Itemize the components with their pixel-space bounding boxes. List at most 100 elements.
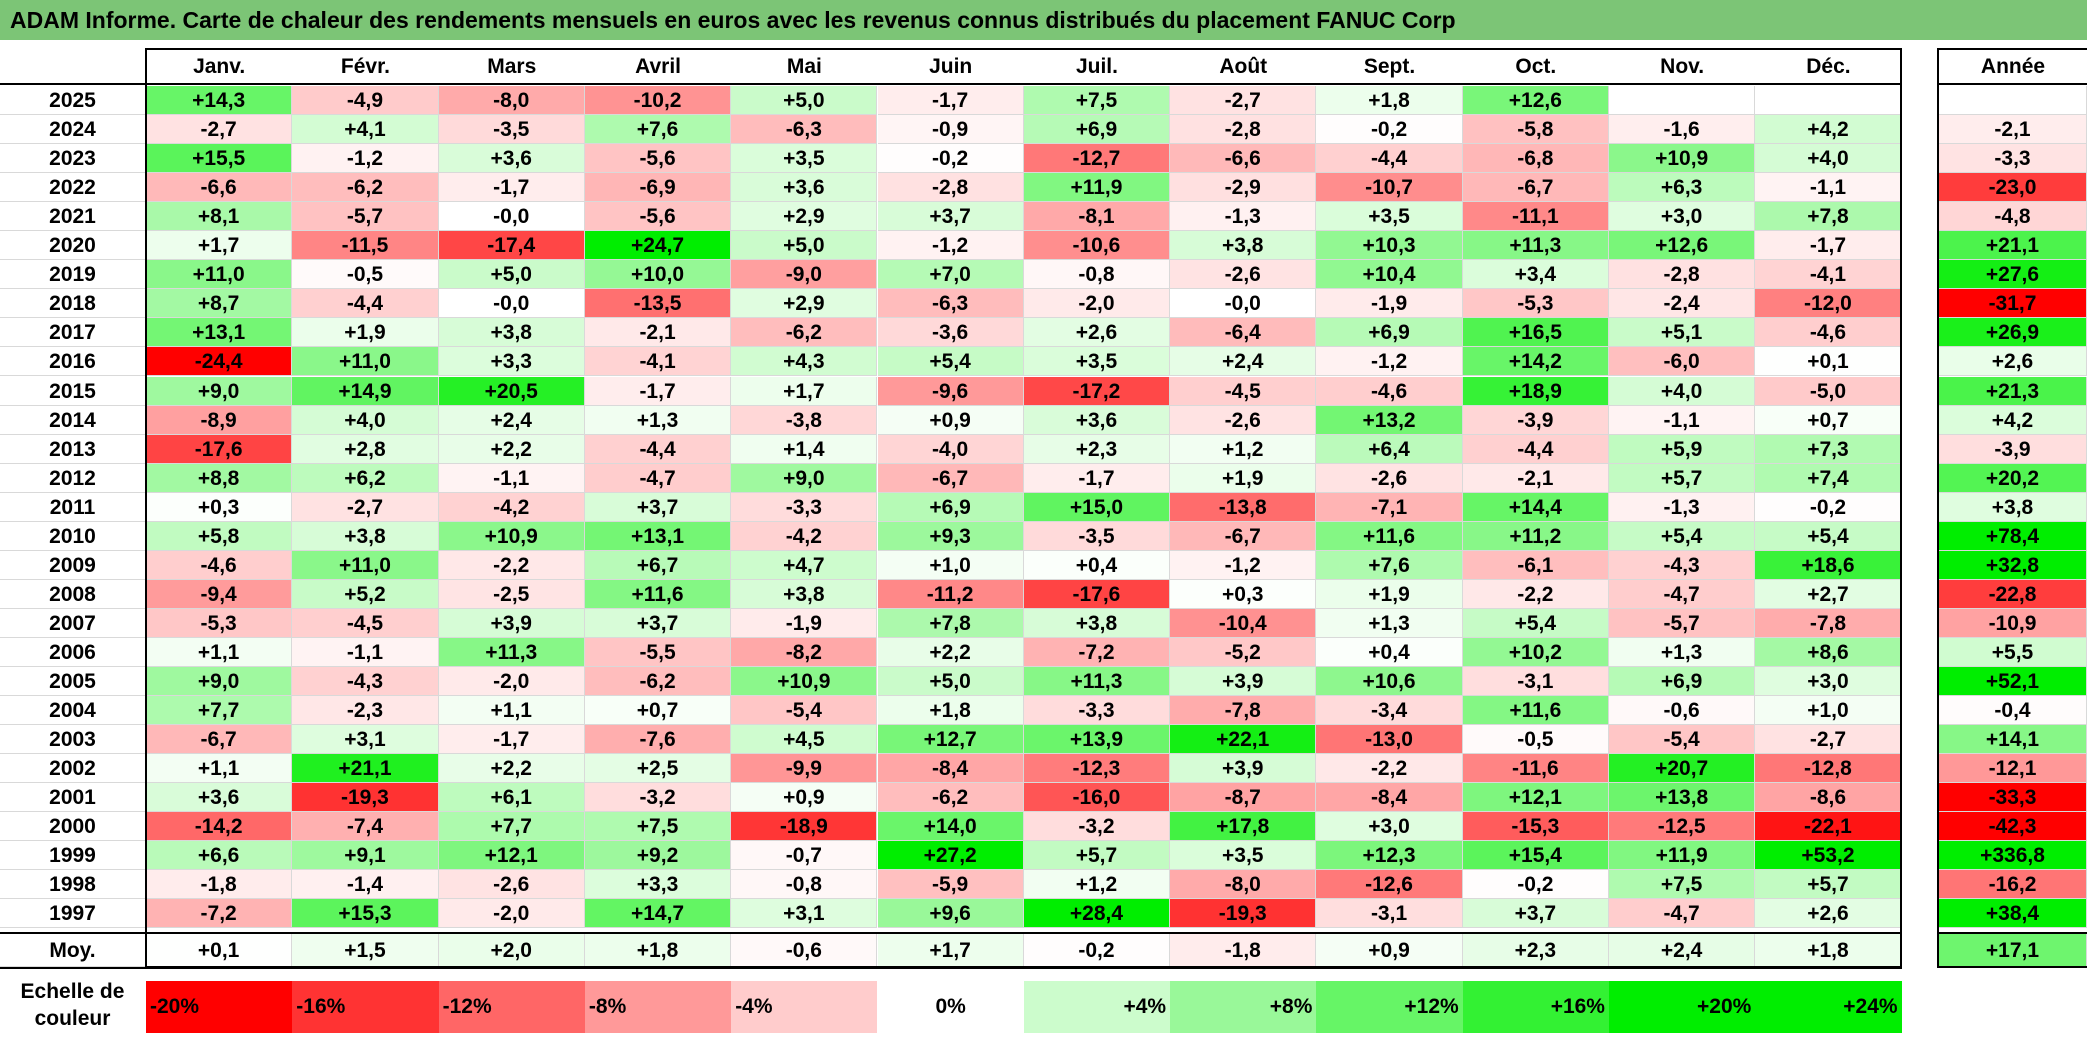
heatmap-cell: -4,7: [1609, 579, 1756, 609]
heatmap-cell: +3,6: [438, 144, 585, 174]
heatmap-cell: -12,0: [1755, 289, 1902, 319]
average-cell: +2,0: [438, 934, 585, 967]
year-label: 2003: [0, 725, 145, 755]
year-label: 2019: [0, 260, 145, 290]
heatmap-cell: -3,6: [877, 318, 1024, 348]
annual-cell: +52,1: [1939, 667, 2087, 697]
heatmap-cell: -1,2: [877, 231, 1024, 261]
heatmap-cell: +6,4: [1316, 434, 1463, 464]
heatmap-cell: +4,2: [1755, 115, 1902, 145]
month-header: Mai: [731, 50, 878, 84]
year-label: 2015: [0, 376, 145, 406]
heatmap-cell: -1,3: [1609, 492, 1756, 522]
year-label: 2018: [0, 289, 145, 319]
heatmap-cell: +6,9: [1609, 667, 1756, 697]
annual-cell: +14,1: [1939, 725, 2087, 755]
heatmap-cell: +14,0: [877, 812, 1024, 842]
heatmap-cell: -1,7: [1755, 231, 1902, 261]
heatmap-cell: -2,6: [1170, 405, 1317, 435]
heatmap-cell: +3,7: [1462, 899, 1609, 929]
heatmap-cell: -2,2: [1316, 754, 1463, 784]
heatmap-cell: +5,7: [1609, 463, 1756, 493]
heatmap-cell: -1,7: [438, 725, 585, 755]
heatmap-cell: -2,7: [146, 115, 293, 145]
heatmap-cell: +13,1: [146, 318, 293, 348]
heatmap-cell: -0,5: [1462, 725, 1609, 755]
heatmap-cell: -4,2: [438, 492, 585, 522]
heatmap-cell: -5,7: [1609, 608, 1756, 638]
heatmap-cell: -11,6: [1462, 754, 1609, 784]
year-label: 2004: [0, 696, 145, 726]
heatmap-cell: -12,6: [1316, 870, 1463, 900]
heatmap-cell: +1,8: [877, 696, 1024, 726]
heatmap-cell: +1,1: [438, 696, 585, 726]
month-header: Juil.: [1023, 50, 1171, 84]
heatmap-cell: -11,1: [1462, 202, 1609, 232]
heatmap-cell: -12,3: [1023, 754, 1171, 784]
heatmap-cell: -8,1: [1023, 202, 1171, 232]
heatmap-cell: +11,6: [1462, 696, 1609, 726]
year-label: 1998: [0, 870, 145, 900]
heatmap-cell: -4,3: [292, 667, 439, 697]
heatmap-cell: +9,1: [292, 841, 439, 871]
heatmap-cell: +0,1: [1755, 347, 1902, 377]
heatmap-cell: -2,6: [1170, 260, 1317, 290]
heatmap-cell: -9,6: [877, 376, 1024, 406]
heatmap-cell: -10,4: [1170, 608, 1317, 638]
heatmap-cell: +12,6: [1462, 86, 1609, 116]
heatmap-cell: +0,3: [146, 492, 293, 522]
heatmap-cell: +5,0: [877, 667, 1024, 697]
scale-swatch: 0%: [877, 981, 1024, 1033]
heatmap-cell: -10,2: [584, 86, 732, 116]
annual-cell: +20,2: [1939, 463, 2087, 493]
heatmap-cell: +5,8: [146, 521, 293, 551]
month-header: Sept.: [1316, 50, 1463, 84]
heatmap-cell: +5,4: [1755, 521, 1902, 551]
year-label: 2021: [0, 202, 145, 232]
heatmap-cell: -4,4: [1462, 434, 1609, 464]
heatmap-cell: +3,6: [146, 783, 293, 813]
heatmap-cell: -5,4: [1609, 725, 1756, 755]
annual-cell: +26,9: [1939, 318, 2087, 348]
heatmap-cell: +3,7: [877, 202, 1024, 232]
heatmap-cell: -5,3: [146, 608, 293, 638]
heatmap-cell: +4,0: [292, 405, 439, 435]
heatmap-cell: +1,9: [292, 318, 439, 348]
heatmap-cell: +11,3: [1462, 231, 1609, 261]
heatmap-cell: +15,3: [292, 899, 439, 929]
year-label: 2016: [0, 347, 145, 377]
heatmap-cell: -2,9: [1170, 173, 1317, 203]
heatmap-cell: +10,0: [584, 260, 732, 290]
heatmap-cell: +11,0: [146, 260, 293, 290]
heatmap-cell: +1,1: [146, 637, 293, 667]
heatmap-cell: -8,7: [1170, 783, 1317, 813]
heatmap-cell: +5,4: [1462, 608, 1609, 638]
heatmap-cell: +12,1: [438, 841, 585, 871]
heatmap-cell: -2,1: [584, 318, 732, 348]
heatmap-cell: +3,7: [584, 492, 732, 522]
heatmap-cell: +6,9: [877, 492, 1024, 522]
heatmap-cell: +3,8: [292, 521, 439, 551]
heatmap-cell: -0,9: [877, 115, 1024, 145]
heatmap-cell: +20,7: [1609, 754, 1756, 784]
year-label: 2024: [0, 115, 145, 145]
heatmap-cell: +3,9: [1170, 754, 1317, 784]
heatmap-cell: +3,8: [1023, 608, 1171, 638]
heatmap-cell: +9,6: [877, 899, 1024, 929]
year-label: 2006: [0, 637, 145, 667]
heatmap-cell: -3,2: [584, 783, 732, 813]
year-label: 2005: [0, 667, 145, 697]
year-label: 2009: [0, 550, 145, 580]
heatmap-cell: -15,3: [1462, 812, 1609, 842]
heatmap-cell: +0,9: [731, 783, 878, 813]
heatmap-cell: -2,1: [1462, 463, 1609, 493]
heatmap-cell: +7,5: [1023, 86, 1171, 116]
heatmap-cell: -4,3: [1609, 550, 1756, 580]
heatmap-cell: +3,5: [1316, 202, 1463, 232]
heatmap-cell: -2,8: [877, 173, 1024, 203]
heatmap-cell: +53,2: [1755, 841, 1902, 871]
annual-cell: -16,2: [1939, 870, 2087, 900]
heatmap-cell: [1609, 86, 1756, 116]
heatmap-cell: -2,0: [1023, 289, 1171, 319]
heatmap-cell: +7,8: [1755, 202, 1902, 232]
